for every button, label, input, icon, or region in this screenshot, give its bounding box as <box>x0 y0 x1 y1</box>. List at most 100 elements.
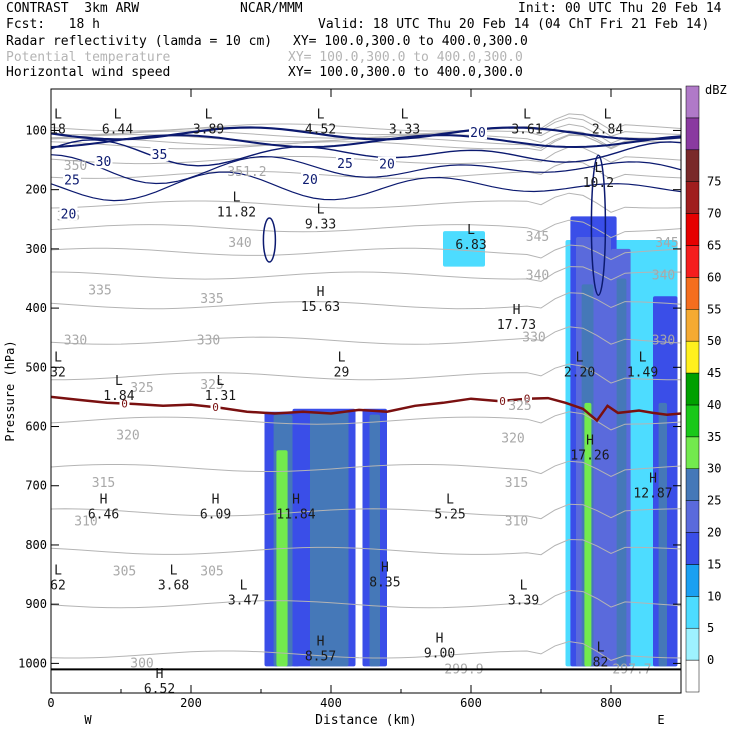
extremum-value: 15.63 <box>301 300 340 315</box>
theta-contour <box>51 326 681 345</box>
theta-label: 335 <box>200 292 223 307</box>
extremum-value: 10.2 <box>583 176 614 191</box>
colorbar-segment <box>685 468 700 501</box>
colorbar-segment <box>685 436 700 469</box>
colorbar-tick-label: 50 <box>707 334 721 348</box>
extremum-value: 29 <box>334 365 350 380</box>
theta-label: 300 <box>130 656 153 671</box>
extremum-value: 4.52 <box>305 123 336 138</box>
extremum-value: 6.09 <box>200 507 231 522</box>
wind-label: 30 <box>96 155 112 170</box>
extremum-marker: H <box>436 632 444 647</box>
wind-speed-contours <box>51 126 681 296</box>
y-tick-label: 100 <box>25 123 47 137</box>
wind-label: 20 <box>61 207 77 222</box>
extremum-marker: L <box>114 108 122 123</box>
colorbar-segment <box>685 596 700 629</box>
x-axis-label: Distance (km) <box>315 713 417 728</box>
extremum-value: 11.82 <box>217 205 256 220</box>
colorbar-tick-label: 55 <box>707 302 721 316</box>
extremum-marker: L <box>216 374 224 389</box>
y-tick-label: 800 <box>25 538 47 552</box>
colorbar-segment <box>685 149 700 182</box>
extremum-value: 6.52 <box>144 682 175 697</box>
freezing-level-label: 0 <box>212 401 219 414</box>
colorbar-tick-label: 0 <box>707 653 714 667</box>
colorbar-tick-label: 75 <box>707 175 721 189</box>
plot-border <box>50 88 682 694</box>
reflectivity-cell <box>443 231 485 267</box>
extremum-value: 1.31 <box>205 389 236 404</box>
wind-contour <box>590 154 607 296</box>
field-3-xy: XY= 100.0,300.0 to 400.0,300.0 <box>288 65 523 80</box>
colorbar-tick-label: 60 <box>707 270 721 284</box>
theta-contour <box>51 589 681 609</box>
y-tick-label: 200 <box>25 183 47 197</box>
reflectivity-cells <box>264 216 678 667</box>
extremum-value: 2.20 <box>564 365 595 380</box>
theta-contour <box>51 503 681 520</box>
extremum-marker: L <box>401 108 409 123</box>
extremum-value: 3.61 <box>511 123 542 138</box>
extremum-marker: L <box>240 578 248 593</box>
wind-label-bg <box>150 147 169 162</box>
extremum-value: 3.68 <box>158 579 189 594</box>
y-tick-label: 1000 <box>18 656 47 670</box>
extremum-marker: L <box>446 492 454 507</box>
theta-contour <box>51 123 681 144</box>
y-axis-label: Pressure (hPa) <box>3 340 17 441</box>
freezing-level-contour: 0 0 0 0 <box>51 392 681 423</box>
wind-label: 20 <box>302 173 318 188</box>
colorbar-segment <box>685 659 700 693</box>
extremum-marker: L <box>520 578 528 593</box>
extremum-marker: L <box>54 108 62 123</box>
extremum-marker: H <box>381 561 389 576</box>
wind-label-bg <box>94 154 113 169</box>
wind-label-bg <box>469 125 487 140</box>
x-tick-label: 0 <box>47 696 54 710</box>
colorbar-segment <box>685 372 700 406</box>
colorbar-segment <box>685 627 700 661</box>
extremum-marker: L <box>54 564 62 579</box>
extremum-marker: L <box>170 564 178 579</box>
theta-label: 325 <box>130 381 153 396</box>
extremum-marker: H <box>317 285 325 300</box>
extremum-value: 3.47 <box>228 593 259 608</box>
extremum-marker: L <box>604 108 612 123</box>
theta-label: 330 <box>197 334 220 349</box>
extremum-value: 8.35 <box>369 576 400 591</box>
extremum-value: 2.84 <box>592 123 623 138</box>
colorbar-segment <box>685 340 700 374</box>
extremum-value: 82 <box>593 656 609 671</box>
extremum-marker: L <box>576 350 584 365</box>
extremum-value: 9.00 <box>424 647 455 662</box>
colorbar-segment <box>685 564 700 597</box>
theta-label: 330 <box>652 334 675 349</box>
wind-contour <box>51 134 681 149</box>
colorbar-tick-label: 70 <box>707 207 721 221</box>
y-tick-label: 700 <box>25 479 47 493</box>
extremum-marker: L <box>594 161 602 176</box>
x-tick-label: 800 <box>600 696 622 710</box>
reflectivity-cell <box>276 450 288 667</box>
extremum-marker: L <box>115 374 123 389</box>
theta-label: 310 <box>74 514 97 529</box>
extremum-value: 9.33 <box>305 217 336 232</box>
extremum-marker: H <box>212 492 220 507</box>
extremum-value: 12.87 <box>633 487 672 502</box>
y-tick-label: 300 <box>25 242 47 256</box>
x-tick-label: 400 <box>320 696 342 710</box>
freezing-level-label: 0 <box>121 398 128 411</box>
colorbar-segment <box>685 309 700 342</box>
colorbar-segment <box>685 500 700 533</box>
contour-labels: 3503453403353353303303253253203153103053… <box>51 108 679 697</box>
colorbar-tick-label: 35 <box>707 430 721 444</box>
theta-label: 330 <box>522 331 545 346</box>
theta-label: 325 <box>200 378 223 393</box>
freezing-label-bg <box>522 392 532 405</box>
freezing-level-line <box>51 395 681 423</box>
theta-label: 351.2 <box>227 165 266 180</box>
extremum-marker: H <box>100 492 108 507</box>
theta-contour <box>51 640 681 661</box>
colorbar-tick-label: 30 <box>707 462 721 476</box>
